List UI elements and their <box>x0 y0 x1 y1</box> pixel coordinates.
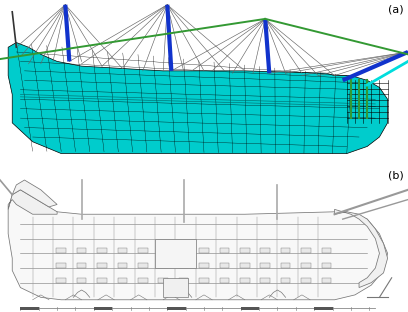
Bar <box>260 278 270 283</box>
Bar <box>179 248 188 253</box>
Text: (a): (a) <box>388 5 404 15</box>
Bar <box>97 278 107 283</box>
Polygon shape <box>8 192 388 300</box>
Bar <box>301 263 311 268</box>
Bar <box>138 278 148 283</box>
Bar <box>77 278 86 283</box>
Bar <box>240 278 250 283</box>
Bar <box>138 263 148 268</box>
Bar <box>260 263 270 268</box>
Bar <box>20 307 39 310</box>
Bar <box>158 278 168 283</box>
Bar <box>158 248 168 253</box>
Bar <box>199 263 209 268</box>
Bar <box>314 307 333 310</box>
Bar <box>240 263 250 268</box>
Bar <box>322 278 331 283</box>
Bar <box>118 278 127 283</box>
Bar <box>260 248 270 253</box>
Bar <box>241 307 259 310</box>
Bar <box>158 263 168 268</box>
Bar <box>97 248 107 253</box>
Polygon shape <box>335 209 388 288</box>
Bar <box>199 278 209 283</box>
Bar <box>163 278 188 297</box>
Bar <box>281 248 290 253</box>
Bar <box>77 248 86 253</box>
Bar <box>155 239 196 268</box>
Bar <box>281 263 290 268</box>
Polygon shape <box>8 190 57 214</box>
Bar <box>301 278 311 283</box>
Bar <box>281 278 290 283</box>
Bar <box>118 263 127 268</box>
Text: (b): (b) <box>388 170 404 180</box>
Bar <box>199 248 209 253</box>
Polygon shape <box>12 180 57 207</box>
Bar <box>56 248 66 253</box>
Bar <box>301 248 311 253</box>
Bar <box>56 278 66 283</box>
Bar <box>240 248 250 253</box>
Bar <box>322 263 331 268</box>
Bar <box>322 248 331 253</box>
Bar <box>97 263 107 268</box>
Bar <box>77 263 86 268</box>
Polygon shape <box>8 42 388 154</box>
Bar <box>220 278 229 283</box>
Bar <box>94 307 112 310</box>
Bar <box>167 307 186 310</box>
Bar <box>179 278 188 283</box>
Bar <box>138 248 148 253</box>
Bar <box>118 248 127 253</box>
Bar <box>179 263 188 268</box>
Bar <box>56 263 66 268</box>
Bar <box>220 263 229 268</box>
Bar <box>220 248 229 253</box>
